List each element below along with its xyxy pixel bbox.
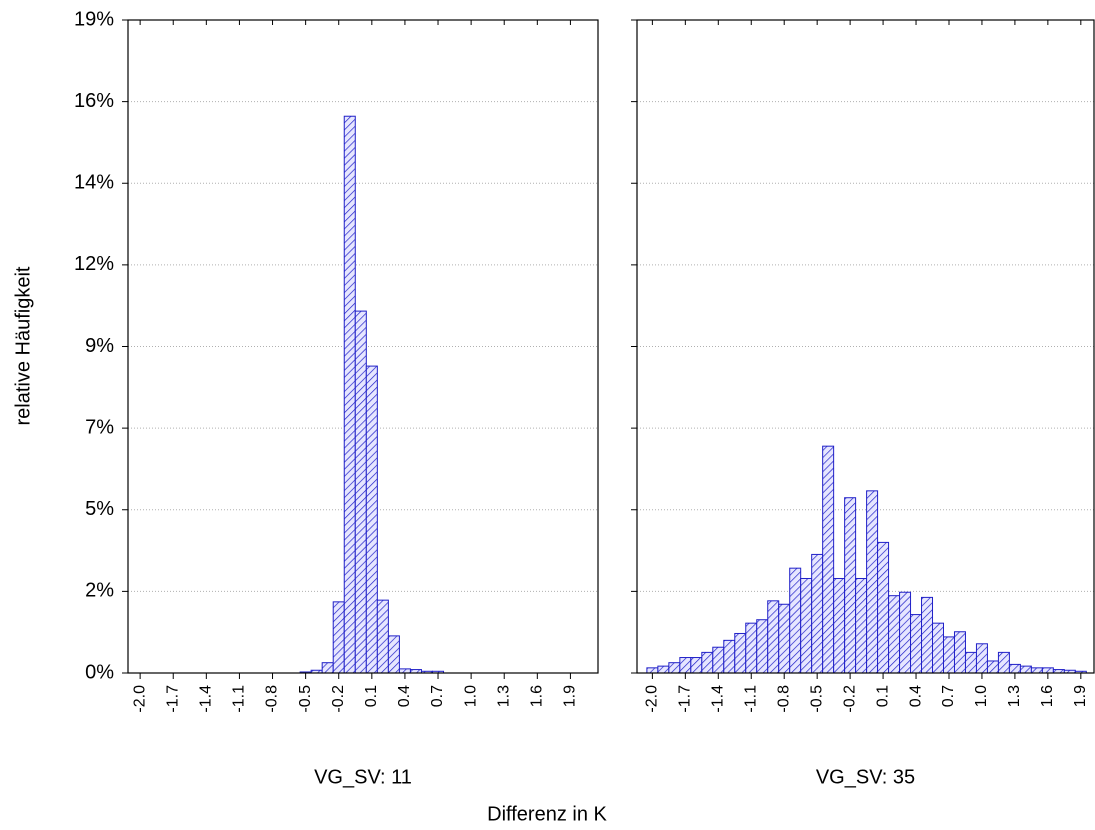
bar (679, 657, 692, 674)
bar (942, 636, 955, 674)
bar (723, 639, 736, 674)
x-tick-label: 1.9 (562, 685, 579, 707)
bar (398, 668, 411, 674)
bar (387, 635, 400, 674)
x-tick-label: -0.5 (297, 685, 314, 713)
y-tick-label: 19% (74, 8, 114, 30)
y-axis-label: relative Häufigkeit (12, 266, 34, 425)
x-tick-label: 1.0 (462, 685, 479, 707)
bar (734, 632, 747, 674)
y-tick-label: 5% (85, 498, 114, 520)
bar (789, 567, 802, 674)
panel-title: VG_SV: 11 (314, 766, 412, 788)
bar (332, 601, 345, 674)
y-tick-label: 7% (85, 416, 114, 438)
y-tick-label: 2% (85, 580, 114, 602)
bar (1030, 667, 1043, 674)
bar (343, 115, 356, 674)
x-tick-label: -0.8 (264, 685, 281, 713)
bar (888, 595, 901, 674)
x-tick-label: 0.1 (363, 685, 380, 707)
bar (910, 614, 923, 674)
plot-frame (127, 19, 599, 674)
bar (321, 662, 334, 674)
x-tick-label: 0.1 (874, 685, 891, 707)
x-tick-label: 0.4 (396, 685, 413, 707)
bar (833, 577, 846, 674)
y-tick-label: 14% (74, 172, 114, 194)
x-tick-label: 1.6 (529, 685, 546, 707)
bar (756, 619, 769, 674)
x-tick-label: -2.0 (131, 685, 148, 713)
x-tick-label: -1.7 (164, 685, 181, 713)
bar (1008, 663, 1021, 674)
bar (745, 622, 758, 674)
bar (800, 577, 813, 674)
bar (822, 445, 835, 674)
x-tick-label: 1.3 (495, 685, 512, 707)
x-tick-label: 1.0 (973, 685, 990, 707)
y-tick-label: 12% (74, 253, 114, 275)
bar (844, 497, 857, 674)
bar (712, 646, 725, 674)
bar (877, 541, 890, 674)
x-tick-label: 1.3 (1006, 685, 1023, 707)
panel-title: VG_SV: 35 (816, 766, 915, 788)
x-tick-label: -1.7 (677, 685, 694, 713)
bar (975, 643, 988, 674)
bar (997, 651, 1010, 674)
bar (899, 591, 912, 674)
x-tick-label: 0.7 (940, 685, 957, 707)
bar (986, 660, 999, 674)
x-tick-label: 1.9 (1072, 685, 1089, 707)
bar (1019, 665, 1032, 674)
bar (855, 577, 868, 674)
x-axis-label: Differenz in K (487, 803, 607, 825)
bar (921, 596, 934, 674)
bar (1041, 667, 1054, 674)
bar (767, 600, 780, 674)
x-tick-label: -1.4 (710, 685, 727, 713)
bar (365, 365, 378, 674)
bar (932, 622, 944, 674)
x-tick-label: -1.4 (198, 685, 215, 713)
x-tick-label: -0.2 (330, 685, 347, 713)
bar (701, 651, 714, 674)
y-tick-label: 0% (85, 661, 114, 683)
bar (811, 553, 824, 674)
bar (354, 310, 367, 674)
y-tick-label: 16% (74, 90, 114, 112)
x-tick-label: -2.0 (644, 685, 661, 713)
x-tick-label: -0.5 (808, 685, 825, 713)
x-tick-label: -0.2 (841, 685, 858, 713)
x-tick-label: 0.4 (907, 685, 924, 707)
x-tick-label: -1.1 (231, 685, 248, 713)
bar (668, 662, 681, 674)
x-tick-label: -0.8 (775, 685, 792, 713)
y-tick-label: 9% (85, 335, 114, 357)
x-tick-label: 0.7 (429, 685, 446, 707)
x-tick-label: -1.1 (742, 685, 759, 713)
plot-frame (636, 19, 1095, 674)
bar (964, 651, 977, 674)
bar (646, 667, 659, 674)
x-tick-label: 1.6 (1039, 685, 1056, 707)
bar (657, 665, 670, 674)
bar (376, 599, 389, 674)
bar (866, 490, 879, 674)
bar (953, 631, 966, 674)
bar (690, 657, 703, 674)
bar (778, 603, 791, 674)
